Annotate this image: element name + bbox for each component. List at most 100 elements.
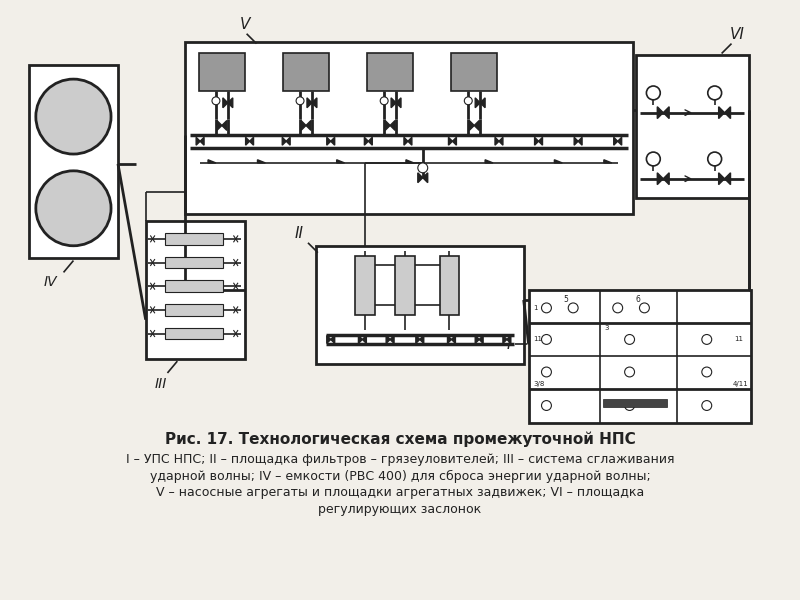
- Polygon shape: [223, 98, 228, 108]
- Polygon shape: [725, 107, 730, 119]
- Circle shape: [542, 367, 551, 377]
- Bar: [439, 256, 459, 315]
- Polygon shape: [408, 137, 412, 145]
- Text: III: III: [154, 377, 166, 391]
- Polygon shape: [390, 121, 395, 130]
- Polygon shape: [663, 107, 669, 119]
- Polygon shape: [312, 98, 317, 108]
- Bar: [395, 256, 415, 315]
- Circle shape: [646, 86, 660, 100]
- Circle shape: [36, 171, 111, 246]
- Circle shape: [625, 367, 634, 377]
- Bar: [186, 41, 633, 214]
- Polygon shape: [614, 137, 618, 145]
- Text: 3: 3: [605, 325, 610, 331]
- Text: I – УПС НПС; II – площадка фильтров – грязеуловителей; III – система сглаживания: I – УПС НПС; II – площадка фильтров – гр…: [126, 453, 674, 466]
- Polygon shape: [470, 121, 474, 130]
- Text: II: II: [295, 226, 304, 241]
- Circle shape: [625, 401, 634, 410]
- Circle shape: [702, 401, 712, 410]
- Polygon shape: [499, 137, 503, 145]
- Polygon shape: [330, 137, 334, 145]
- Polygon shape: [391, 98, 396, 108]
- Polygon shape: [447, 335, 451, 343]
- Polygon shape: [306, 121, 311, 130]
- Polygon shape: [200, 137, 204, 145]
- Circle shape: [646, 152, 660, 166]
- Polygon shape: [485, 160, 493, 163]
- Polygon shape: [258, 160, 266, 163]
- Polygon shape: [286, 137, 290, 145]
- Polygon shape: [495, 137, 499, 145]
- Polygon shape: [725, 173, 730, 185]
- Text: 3/8: 3/8: [534, 381, 545, 387]
- Polygon shape: [453, 137, 457, 145]
- Text: V: V: [239, 17, 250, 32]
- Polygon shape: [503, 335, 507, 343]
- Polygon shape: [538, 137, 542, 145]
- Bar: [166, 233, 223, 245]
- Circle shape: [542, 401, 551, 410]
- Polygon shape: [658, 173, 663, 185]
- Circle shape: [702, 367, 712, 377]
- Circle shape: [212, 97, 220, 105]
- Bar: [635, 55, 750, 199]
- Text: V – насосные агрегаты и площадки агрегатных задвижек; VI – площадка: V – насосные агрегаты и площадки агрегат…: [156, 487, 644, 499]
- Polygon shape: [663, 173, 669, 185]
- Polygon shape: [368, 137, 372, 145]
- Text: 1: 1: [534, 305, 538, 311]
- Text: 4/11: 4/11: [733, 381, 748, 387]
- Bar: [166, 328, 223, 340]
- Polygon shape: [337, 160, 345, 163]
- Bar: [451, 53, 497, 91]
- Polygon shape: [406, 160, 414, 163]
- Polygon shape: [658, 107, 663, 119]
- Circle shape: [568, 303, 578, 313]
- Polygon shape: [404, 137, 408, 145]
- Polygon shape: [604, 160, 612, 163]
- Polygon shape: [474, 121, 479, 130]
- Polygon shape: [362, 335, 366, 343]
- Polygon shape: [479, 335, 483, 343]
- Polygon shape: [282, 137, 286, 145]
- Circle shape: [418, 163, 428, 173]
- Polygon shape: [451, 335, 455, 343]
- Text: регулирующих заслонок: регулирующих заслонок: [318, 503, 482, 516]
- Circle shape: [380, 97, 388, 105]
- Polygon shape: [574, 137, 578, 145]
- Polygon shape: [208, 160, 216, 163]
- Polygon shape: [385, 121, 390, 130]
- Bar: [603, 398, 667, 407]
- Circle shape: [625, 335, 634, 344]
- Polygon shape: [196, 137, 200, 145]
- Bar: [199, 53, 245, 91]
- Bar: [529, 290, 751, 423]
- Polygon shape: [422, 173, 428, 182]
- Polygon shape: [326, 335, 330, 343]
- Circle shape: [542, 335, 551, 344]
- Polygon shape: [718, 173, 725, 185]
- Text: VI: VI: [730, 26, 744, 41]
- Polygon shape: [718, 107, 725, 119]
- Bar: [316, 246, 524, 364]
- Circle shape: [702, 335, 712, 344]
- Circle shape: [708, 86, 722, 100]
- Circle shape: [708, 152, 722, 166]
- Text: IV: IV: [44, 275, 58, 289]
- Bar: [367, 53, 413, 91]
- Bar: [355, 256, 375, 315]
- Polygon shape: [554, 160, 562, 163]
- Bar: [166, 304, 223, 316]
- Circle shape: [464, 97, 472, 105]
- Polygon shape: [217, 121, 222, 130]
- Polygon shape: [222, 121, 227, 130]
- Text: I: I: [506, 337, 511, 352]
- Polygon shape: [420, 335, 424, 343]
- Polygon shape: [534, 137, 538, 145]
- Polygon shape: [358, 335, 362, 343]
- Text: 11: 11: [534, 337, 542, 343]
- Polygon shape: [364, 137, 368, 145]
- Bar: [166, 257, 223, 268]
- Polygon shape: [307, 98, 312, 108]
- Bar: [29, 65, 118, 257]
